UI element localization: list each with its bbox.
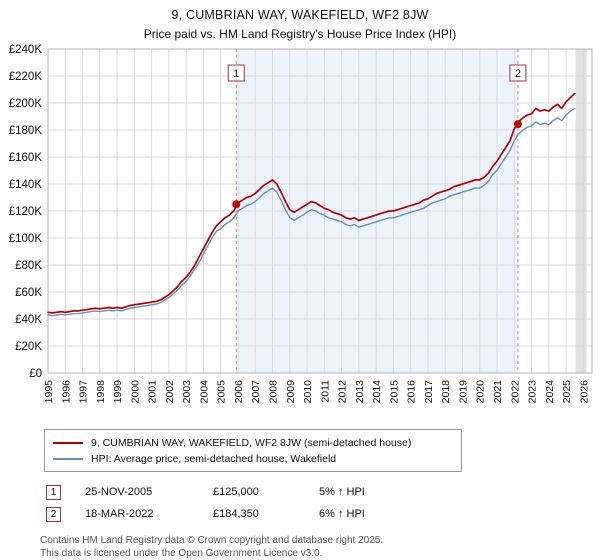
y-axis-label: £80K — [15, 260, 42, 272]
x-axis-label: 2012 — [337, 380, 349, 404]
x-axis-label: 2026 — [578, 380, 590, 404]
x-axis-label: 2009 — [285, 380, 297, 404]
sale-2-flag-box — [509, 64, 527, 82]
blue-line-swatch — [53, 458, 83, 460]
sale-2-flag-number: 2 — [515, 68, 521, 80]
y-axis-label: £120K — [9, 206, 43, 218]
page-title: 9, CUMBRIAN WAY, WAKEFIELD, WF2 8JW — [171, 8, 429, 22]
x-axis-label: 2014 — [371, 380, 383, 404]
legend-label-property: 9, CUMBRIAN WAY, WAKEFIELD, WF2 8JW (sem… — [91, 437, 412, 449]
sale-1-vs-hpi: 5% ↑ HPI — [319, 486, 365, 498]
x-axis-label: 2005 — [216, 380, 228, 404]
page-subtitle: Price paid vs. HM Land Registry's House … — [143, 27, 457, 41]
y-axis-label: £200K — [9, 98, 43, 110]
sale-1-price: £125,000 — [213, 486, 259, 498]
x-axis-label: 2000 — [129, 380, 141, 404]
x-axis-label: 1998 — [95, 380, 107, 404]
x-axis-label: 2019 — [457, 380, 469, 404]
y-axis-label: £240K — [9, 44, 43, 56]
sale-2-price: £184,350 — [213, 508, 259, 520]
y-axis-label: £160K — [9, 152, 43, 164]
y-axis-label: £220K — [9, 71, 43, 83]
copyright-footer: Contains HM Land Registry data © Crown c… — [40, 534, 600, 560]
x-axis-label: 2023 — [527, 380, 539, 404]
x-axis-label: 1997 — [78, 380, 90, 404]
plot-border — [47, 48, 593, 374]
x-axis-label: 2006 — [233, 380, 245, 404]
x-axis-label: 2024 — [544, 380, 556, 404]
x-axis-label: 1996 — [60, 380, 72, 404]
sale-2-date: 18-MAR-2022 — [85, 508, 154, 520]
y-axis-label: £20K — [15, 341, 42, 353]
x-axis-label: 2011 — [319, 380, 331, 403]
sale-1-number-box: 1 — [46, 484, 61, 500]
red-line-swatch — [53, 442, 83, 444]
sale-annotation-2: 2 18-MAR-2022 £184,350 6% ↑ HPI — [46, 503, 600, 525]
x-axis-label: 2021 — [492, 380, 504, 404]
sale-1-flag-number: 1 — [233, 68, 239, 80]
x-axis-label: 2007 — [250, 380, 262, 404]
sale-1-date: 25-NOV-2005 — [85, 486, 153, 498]
x-axis-label: 2003 — [181, 380, 193, 404]
x-axis-label: 2015 — [388, 380, 400, 404]
sale-2-marker — [513, 120, 522, 129]
y-axis-label: £100K — [9, 233, 43, 245]
footer-line-1: Contains HM Land Registry data © Crown c… — [40, 535, 384, 546]
sale-annotation-1: 1 25-NOV-2005 £125,000 5% ↑ HPI — [46, 481, 600, 503]
hpi-series-line — [47, 107, 576, 317]
property-series-line — [47, 92, 576, 314]
x-axis-label: 2020 — [475, 380, 487, 404]
x-axis-label: 2004 — [198, 380, 210, 404]
x-axis-label: 2017 — [423, 380, 435, 404]
sale-2-number-box: 2 — [46, 506, 61, 522]
x-axis-label: 2013 — [354, 380, 366, 404]
x-axis-label: 1999 — [112, 380, 124, 404]
y-axis-label: £60K — [15, 287, 42, 299]
x-axis-label: 2008 — [268, 380, 280, 404]
sale-2-vs-hpi: 6% ↑ HPI — [319, 508, 365, 520]
y-axis-label: £40K — [15, 314, 42, 326]
y-axis-label: £140K — [9, 179, 43, 191]
x-axis-label: 2018 — [440, 380, 452, 404]
price-chart-svg: £0 £20K £40K £60K £80K £100K £120K £140K £160K £1… — [9, 44, 593, 404]
y-axis-label: £180K — [9, 125, 43, 137]
sale-1-marker — [232, 200, 241, 209]
x-axis-label: 2025 — [561, 380, 573, 404]
x-axis-label: 2022 — [509, 380, 521, 404]
x-axis-label: 2002 — [164, 380, 176, 404]
legend-label-hpi: HPI: Average price, semi-detached house,… — [91, 453, 337, 465]
legend-item-hpi: HPI: Average price, semi-detached house,… — [53, 451, 453, 467]
sales-annotations: 1 25-NOV-2005 £125,000 5% ↑ HPI 2 18-MAR… — [46, 481, 600, 525]
x-axis-label: 2010 — [302, 380, 314, 404]
x-axis-label: 2016 — [406, 380, 418, 404]
footer-line-2: This data is licensed under the Open Gov… — [40, 548, 323, 559]
x-axis-label: 1995 — [43, 380, 55, 404]
x-axis-label: 2001 — [147, 380, 159, 404]
legend-item-property: 9, CUMBRIAN WAY, WAKEFIELD, WF2 8JW (sem… — [53, 435, 453, 451]
chart-legend: 9, CUMBRIAN WAY, WAKEFIELD, WF2 8JW (sem… — [44, 429, 462, 472]
sale-1-flag-box — [227, 64, 245, 82]
y-axis-label: £0 — [29, 368, 42, 380]
